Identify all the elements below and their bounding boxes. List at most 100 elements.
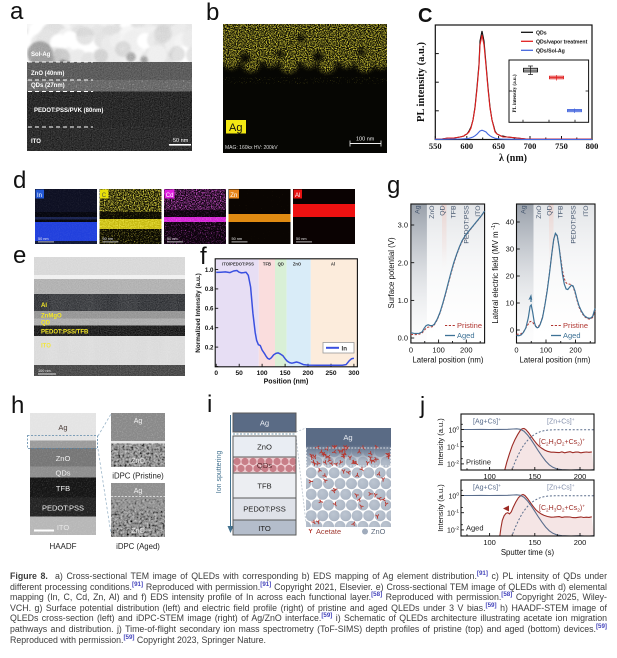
svg-text:TFB: TFB xyxy=(558,205,565,218)
svg-text:Ag: Ag xyxy=(134,418,143,425)
svg-text:QD: QD xyxy=(547,205,554,215)
svg-text:PEDOT:PSS: PEDOT:PSS xyxy=(42,504,84,513)
svg-text:Pristine: Pristine xyxy=(563,321,588,330)
svg-text:50: 50 xyxy=(236,370,244,377)
svg-text:Lateral position (nm): Lateral position (nm) xyxy=(519,356,590,365)
svg-text:Zn: Zn xyxy=(230,193,237,199)
svg-text:PEDOT:PSS: PEDOT:PSS xyxy=(243,505,286,514)
svg-text:100: 100 xyxy=(449,491,460,500)
svg-text:300: 300 xyxy=(348,370,359,377)
svg-text:1.0: 1.0 xyxy=(205,267,214,274)
svg-text:QD: QD xyxy=(440,205,447,215)
svg-text:Lateral position (nm): Lateral position (nm) xyxy=(412,356,483,365)
svg-text:0.6: 0.6 xyxy=(205,306,214,313)
svg-text:ZnO: ZnO xyxy=(56,454,71,463)
svg-text:0: 0 xyxy=(514,346,518,355)
svg-text:Aged: Aged xyxy=(466,524,484,533)
svg-text:Ag: Ag xyxy=(343,433,352,442)
svg-text:ZnO: ZnO xyxy=(429,206,436,219)
svg-text:[Zn+Cs]+: [Zn+Cs]+ xyxy=(547,484,575,492)
svg-text:TFB: TFB xyxy=(56,484,70,493)
svg-text:Ion sputtering: Ion sputtering xyxy=(216,451,223,494)
svg-text:200: 200 xyxy=(569,346,582,355)
svg-text:200: 200 xyxy=(302,370,313,377)
svg-text:0.2: 0.2 xyxy=(205,344,214,351)
svg-text:Ag: Ag xyxy=(58,423,67,432)
svg-text:iDPC (Aged): iDPC (Aged) xyxy=(116,542,160,551)
svg-text:[Zn+Cs]+: [Zn+Cs]+ xyxy=(547,418,575,426)
svg-text:100: 100 xyxy=(483,472,496,481)
svg-text:50 nm: 50 nm xyxy=(296,237,307,241)
svg-text:100: 100 xyxy=(449,425,460,434)
svg-text:0: 0 xyxy=(214,370,218,377)
svg-text:ITO: ITO xyxy=(475,206,482,217)
svg-text:150: 150 xyxy=(529,472,542,481)
svg-text:Normalized Intensity (a.u.): Normalized Intensity (a.u.) xyxy=(195,273,202,353)
svg-text:50 nm: 50 nm xyxy=(232,237,243,241)
svg-text:TFB: TFB xyxy=(451,205,458,218)
svg-text:QD: QD xyxy=(278,262,284,267)
svg-text:200: 200 xyxy=(460,346,473,355)
svg-text:20: 20 xyxy=(506,272,514,281)
svg-text:0.8: 0.8 xyxy=(205,286,214,293)
svg-text:650: 650 xyxy=(492,141,505,151)
svg-text:QDs: QDs xyxy=(536,30,547,36)
svg-text:ZnO: ZnO xyxy=(131,458,145,465)
svg-text:100 nm: 100 nm xyxy=(356,137,375,143)
svg-text:ZnO: ZnO xyxy=(293,262,302,267)
svg-text:[Ag+Cs]+: [Ag+Cs]+ xyxy=(473,418,501,426)
svg-text:ITO: ITO xyxy=(41,344,51,350)
svg-text:[C2H3O2+Cs2)+: [C2H3O2+Cs2)+ xyxy=(539,505,585,514)
svg-text:10: 10 xyxy=(506,299,514,308)
svg-text:PEDOT:PSS/TFB: PEDOT:PSS/TFB xyxy=(41,330,89,336)
svg-text:QDs/Sol-Ag: QDs/Sol-Ag xyxy=(536,48,565,54)
svg-text:10-2: 10-2 xyxy=(447,460,459,469)
svg-text:Surface potential (V): Surface potential (V) xyxy=(387,237,396,308)
svg-text:In: In xyxy=(342,345,348,352)
svg-text:ITO: ITO xyxy=(258,524,271,533)
svg-text:[C2H3O2+Cs2)+: [C2H3O2+Cs2)+ xyxy=(539,439,585,448)
svg-text:QDs/vapor treatment: QDs/vapor treatment xyxy=(536,39,588,45)
svg-text:λ (nm): λ (nm) xyxy=(499,153,527,164)
svg-text:PL intensity (a.u.): PL intensity (a.u.) xyxy=(513,74,518,112)
svg-text:Ag: Ag xyxy=(521,205,528,214)
svg-text:Sol-Ag: Sol-Ag xyxy=(31,52,51,58)
svg-text:50 nm: 50 nm xyxy=(167,237,178,241)
svg-text:Sputter time (s): Sputter time (s) xyxy=(501,548,555,557)
svg-text:MAG: 160kx HV: 200kV: MAG: 160kx HV: 200kV xyxy=(225,145,278,151)
svg-text:ZnO: ZnO xyxy=(536,206,543,219)
svg-text:iDPC (Pristine): iDPC (Pristine) xyxy=(112,472,164,481)
svg-text:ITO: ITO xyxy=(583,206,590,217)
svg-text:700: 700 xyxy=(524,141,537,151)
svg-text:750: 750 xyxy=(555,141,568,151)
svg-text:0.0: 0.0 xyxy=(398,334,408,343)
svg-text:ZnO: ZnO xyxy=(371,527,386,536)
svg-text:10-2: 10-2 xyxy=(447,526,459,535)
svg-text:C: C xyxy=(102,193,107,199)
svg-text:[Ag+Cs]+: [Ag+Cs]+ xyxy=(473,484,501,492)
svg-text:PEDOT:PSS: PEDOT:PSS xyxy=(571,205,578,244)
svg-text:ITO/PEDOT:PSS: ITO/PEDOT:PSS xyxy=(222,262,254,267)
svg-text:2.0: 2.0 xyxy=(398,258,408,267)
svg-text:Intensity (a.u.): Intensity (a.u.) xyxy=(436,418,445,466)
svg-text:10-1: 10-1 xyxy=(447,443,459,452)
svg-text:ITO: ITO xyxy=(31,139,41,145)
svg-text:TFB: TFB xyxy=(263,262,271,267)
svg-text:Al: Al xyxy=(41,303,47,309)
svg-text:30: 30 xyxy=(506,245,514,254)
svg-text:Lateral electric field (MV m -: Lateral electric field (MV m -1) xyxy=(491,222,500,324)
svg-text:0.4: 0.4 xyxy=(205,325,214,332)
svg-text:Acetate: Acetate xyxy=(316,527,341,536)
svg-text:QDs: QDs xyxy=(56,469,71,478)
svg-text:Position (nm): Position (nm) xyxy=(264,379,309,386)
svg-text:ZnO: ZnO xyxy=(131,528,145,535)
svg-text:Aged: Aged xyxy=(563,331,581,340)
svg-text:Ag: Ag xyxy=(260,419,269,428)
svg-text:Pristine: Pristine xyxy=(457,321,482,330)
svg-text:Ag: Ag xyxy=(134,488,143,495)
svg-text:200: 200 xyxy=(574,472,587,481)
svg-text:Ag: Ag xyxy=(229,122,242,134)
svg-text:Al: Al xyxy=(295,193,300,199)
svg-text:0: 0 xyxy=(510,326,514,335)
svg-text:100: 100 xyxy=(432,346,445,355)
